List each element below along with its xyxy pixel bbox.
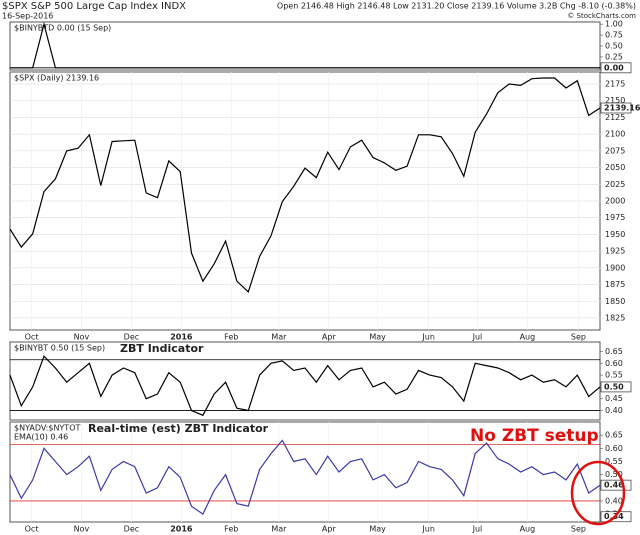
legend-entry: $NYADV:$NYTOT [14, 424, 80, 433]
x-tick-label: Apr [322, 333, 337, 342]
y-tick-label: 2000 [605, 197, 625, 206]
x-tick-label: 2016 [170, 525, 193, 534]
panel-title: ZBT Indicator [120, 342, 204, 355]
y-tick-label: 2100 [605, 130, 625, 139]
x-tick-label: Dec [124, 525, 139, 534]
y-tick-label: 0.65 [605, 431, 623, 440]
y-tick-label: 0.55 [605, 371, 623, 380]
x-tick-label: Mar [271, 525, 287, 534]
x-tick-label: Jun [421, 333, 435, 342]
y-tick-label: 1925 [605, 247, 625, 256]
legend-entry: EMA(10) 0.46 [14, 433, 68, 442]
y-tick-label: 2075 [605, 146, 625, 155]
y-tick-label: 0.50 [605, 42, 623, 51]
y-tick-label: 1825 [605, 313, 625, 322]
annotation: No ZBT setup [470, 426, 599, 446]
x-tick-label: Nov [74, 333, 90, 342]
x-tick-label: Aug [520, 333, 536, 342]
x-tick-label: Sep [571, 525, 586, 534]
quote: Open 2146.48 High 2146.48 Low 2131.20 Cl… [277, 2, 636, 11]
last-value-label: 0.00 [604, 63, 624, 72]
panel-frame [9, 421, 601, 523]
x-tick-label: Mar [271, 333, 287, 342]
x-tick-label: Apr [322, 525, 337, 534]
series-line [10, 21, 600, 69]
legend-entry: $BINYBT 0.50 (15 Sep) [14, 344, 105, 353]
y-tick-label: 0.65 [605, 347, 623, 356]
x-tick-label: Jun [421, 525, 435, 534]
y-tick-label: 1.00 [605, 20, 623, 29]
x-tick-label: May [369, 525, 386, 534]
x-tick-label: Oct [25, 525, 39, 534]
last-value-label: 0.46 [604, 481, 624, 490]
y-tick-label: 0.75 [605, 31, 623, 40]
last-value-box [600, 102, 632, 114]
y-tick-label: 0.40 [605, 496, 623, 505]
x-tick-label: Nov [74, 525, 90, 534]
y-tick-label: 1975 [605, 213, 625, 222]
series-line [9, 439, 601, 515]
x-tick-label: Sep [571, 333, 586, 342]
y-tick-label: 1900 [605, 263, 625, 272]
x-tick-label: May [369, 333, 386, 342]
highlight-circle [570, 460, 626, 526]
y-tick-label: 0.45 [605, 394, 623, 403]
y-tick-label: 0.50 [605, 470, 623, 479]
panel-title: Real-time (est) ZBT Indicator [88, 422, 269, 435]
x-tick-label: Jul [472, 333, 483, 342]
y-tick-label: 2150 [605, 96, 625, 105]
panel-frame [9, 341, 601, 421]
y-tick-label: 0.25 [605, 52, 623, 61]
y-tick-label: 2050 [605, 163, 625, 172]
last-value-box [600, 381, 632, 393]
legend-entry: $SPX (Daily) 2139.16 [14, 74, 99, 83]
x-tick-label: Oct [25, 333, 39, 342]
legend-entry: $BINYBTD 0.00 (15 Sep) [14, 24, 111, 33]
y-tick-label: 2125 [605, 113, 625, 122]
y-tick-label: 0.55 [605, 457, 623, 466]
symbol: $SPX S&P 500 Large Cap Index INDX [2, 1, 186, 12]
last-value-label: 0.50 [604, 382, 624, 391]
series-line [9, 77, 601, 293]
date: 16-Sep-2016 [2, 12, 53, 21]
x-tick-label: Aug [520, 525, 536, 534]
y-tick-label: 1875 [605, 280, 625, 289]
credit: © StockCharts.com [567, 12, 636, 20]
last-value-label: 2139.16 [604, 103, 640, 112]
x-tick-label: Jul [472, 525, 483, 534]
y-tick-label: 0.60 [605, 444, 623, 453]
x-tick-label: Feb [224, 333, 238, 342]
y-tick-label: 0.40 [605, 406, 623, 415]
y-tick-label: 1850 [605, 297, 625, 306]
last-value-box [600, 62, 632, 74]
x-tick-label: Feb [224, 525, 238, 534]
series-line [9, 355, 601, 417]
x-tick-label: 2016 [170, 333, 193, 342]
y-tick-label: 0.60 [605, 359, 623, 368]
last-value-box [600, 479, 632, 491]
y-tick-label: 1950 [605, 230, 625, 239]
x-tick-label: Dec [124, 333, 139, 342]
y-tick-label: 2175 [605, 80, 625, 89]
y-tick-label: 2025 [605, 180, 625, 189]
